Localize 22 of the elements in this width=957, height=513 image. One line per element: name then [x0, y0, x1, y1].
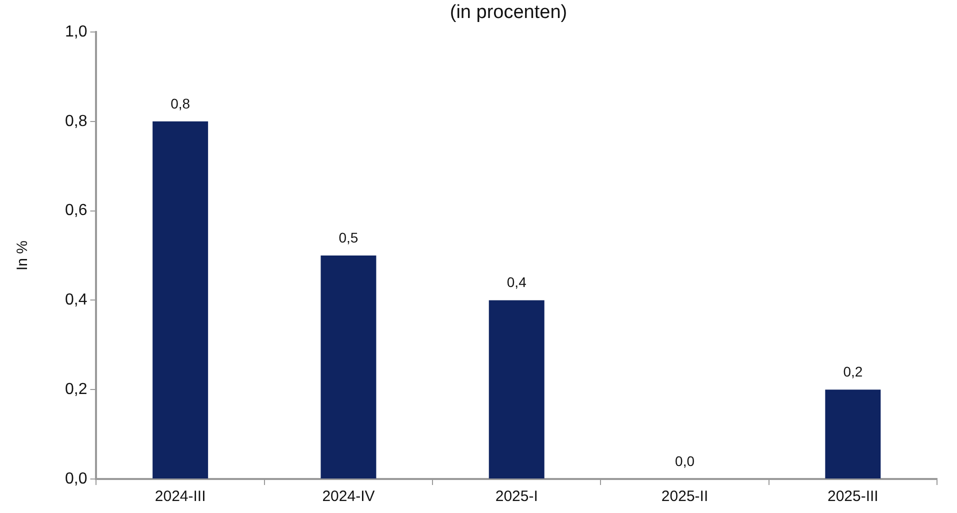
- bar: [825, 390, 881, 478]
- x-tick-label: 2024-III: [154, 488, 206, 506]
- data-label: 0,4: [506, 274, 527, 290]
- y-axis-title: In %: [14, 240, 32, 271]
- y-tick-label: 0,6: [64, 202, 88, 220]
- y-tick-label: 0,8: [64, 112, 88, 130]
- data-label: 0,8: [170, 95, 190, 112]
- chart-title: (in procenten): [448, 2, 568, 24]
- data-label: 0,5: [338, 229, 358, 246]
- y-tick-label: 0,0: [64, 470, 88, 488]
- y-tick-label: 0,2: [64, 381, 88, 398]
- bar: [152, 121, 208, 478]
- data-label: 0,0: [675, 452, 695, 469]
- x-tick-label: 2025-II: [661, 488, 708, 506]
- x-tick-label: 2025-III: [827, 488, 878, 506]
- x-tick-label: 2025-I: [495, 488, 538, 506]
- x-tick-label: 2024-IV: [322, 488, 375, 506]
- bar: [320, 256, 376, 478]
- data-label: 0,2: [843, 363, 863, 380]
- bar: [488, 300, 544, 478]
- y-tick-label: 0,4: [64, 292, 88, 309]
- y-tick-label: 1,0: [64, 23, 88, 40]
